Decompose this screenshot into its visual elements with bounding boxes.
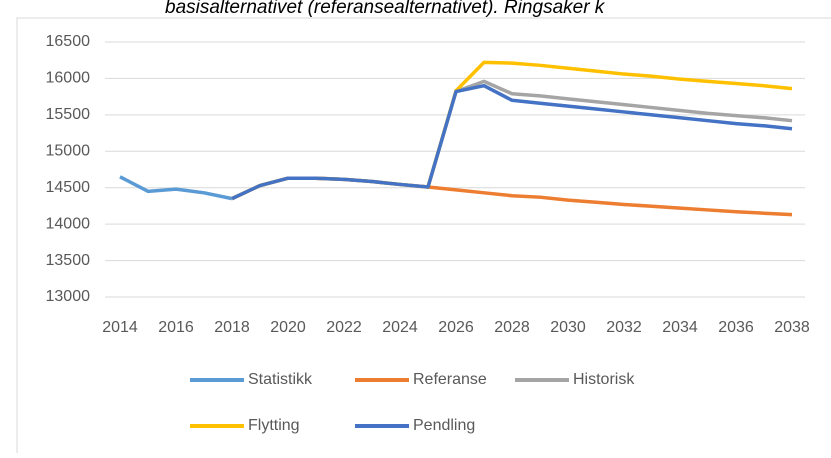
x-tick-label: 2020 [270,319,306,336]
series-line [231,83,793,201]
x-tick-label: 2022 [326,319,362,336]
x-tick-label: 2030 [550,319,586,336]
y-tick-label: 15500 [46,106,91,123]
y-tick-label: 14500 [46,179,91,196]
y-tick-label: 14000 [46,215,91,232]
x-tick-label: 2024 [382,319,418,336]
x-tick-label: 2018 [214,319,250,336]
legend-label: Historisk [573,371,635,388]
x-tick-label: 2014 [102,319,138,336]
legend-label: Referanse [413,371,487,388]
x-tick-label: 2038 [774,319,810,336]
chart-frame [16,17,831,458]
y-tick-label: 15000 [46,143,91,160]
chart-title: basisalternativet (referansealternativet… [165,0,606,18]
legend-label: Flytting [248,417,300,434]
x-tick-label: 2034 [662,319,698,336]
x-tick-label: 2032 [606,319,642,336]
legend-label: Pendling [413,417,475,434]
y-tick-label: 13500 [46,252,91,269]
x-tick-label: 2026 [438,319,474,336]
y-tick-label: 16000 [46,70,91,87]
legend-label: Statistikk [248,371,313,388]
x-tick-label: 2028 [494,319,530,336]
x-tick-label: 2016 [158,319,194,336]
series-line [231,176,793,217]
y-tick-label: 16500 [46,33,91,50]
x-tick-label: 2036 [718,319,754,336]
y-tick-label: 13000 [46,288,91,305]
series-line [119,175,233,201]
